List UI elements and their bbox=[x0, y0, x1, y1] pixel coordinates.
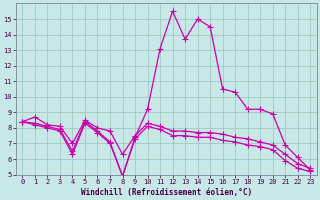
X-axis label: Windchill (Refroidissement éolien,°C): Windchill (Refroidissement éolien,°C) bbox=[81, 188, 252, 197]
